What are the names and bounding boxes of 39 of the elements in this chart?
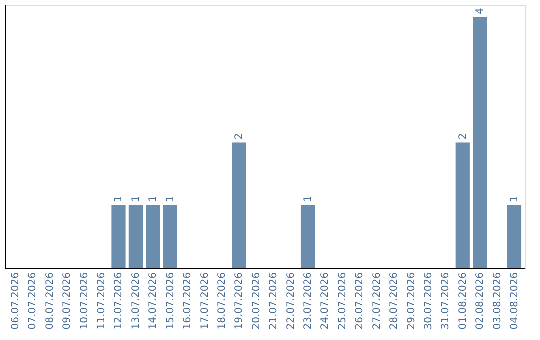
x-tick-label: 08.07.2026 — [44, 272, 56, 330]
x-tick-label: 28.07.2026 — [389, 272, 400, 330]
x-tick-label: 21.07.2026 — [268, 272, 280, 330]
x-tick-label: 22.07.2026 — [286, 272, 297, 330]
x-tick-label: 15.07.2026 — [165, 272, 176, 330]
x-tick-label: 17.07.2026 — [200, 272, 211, 330]
x-tick-label: 11.07.2026 — [96, 272, 108, 330]
x-tick-label: 04.08.2026 — [510, 272, 521, 330]
x-tick-label: 09.07.2026 — [62, 272, 74, 330]
x-tick-label: 16.07.2026 — [182, 272, 194, 330]
data-label: 1 — [303, 196, 314, 202]
x-tick-label: 26.07.2026 — [354, 272, 366, 330]
x-tick-label: 06.07.2026 — [10, 272, 22, 330]
x-tick-label: 20.07.2026 — [251, 272, 262, 330]
x-tick-label: 10.07.2026 — [79, 272, 90, 330]
x-tick-label: 03.08.2026 — [492, 272, 504, 330]
x-tick-label: 31.07.2026 — [440, 272, 452, 330]
x-tick-label: 07.07.2026 — [28, 272, 39, 330]
x-tick-label: 23.07.2026 — [303, 272, 314, 330]
x-tick-label: 13.07.2026 — [130, 272, 142, 330]
x-tick-label: 12.07.2026 — [114, 272, 125, 330]
x-tick-label: 29.07.2026 — [406, 272, 418, 330]
x-tick-label: 01.08.2026 — [458, 272, 469, 330]
x-tick-label: 19.07.2026 — [234, 272, 246, 330]
x-tick-label: 02.08.2026 — [475, 272, 486, 330]
data-label: 1 — [114, 196, 125, 202]
x-tick-label: 14.07.2026 — [148, 272, 160, 330]
data-label: 2 — [458, 133, 469, 140]
data-label: 1 — [148, 196, 160, 202]
x-tick-label: 25.07.2026 — [337, 272, 348, 330]
data-label: 1 — [165, 196, 176, 202]
data-label: 2 — [234, 133, 246, 140]
x-tick-label: 27.07.2026 — [372, 272, 383, 330]
x-tick-label: 18.07.2026 — [216, 272, 228, 330]
data-label: 1 — [510, 196, 521, 202]
data-label: 4 — [475, 8, 486, 15]
x-tick-label: 30.07.2026 — [423, 272, 434, 330]
data-label: 1 — [130, 196, 142, 202]
x-tick-label: 24.07.2026 — [320, 272, 332, 330]
